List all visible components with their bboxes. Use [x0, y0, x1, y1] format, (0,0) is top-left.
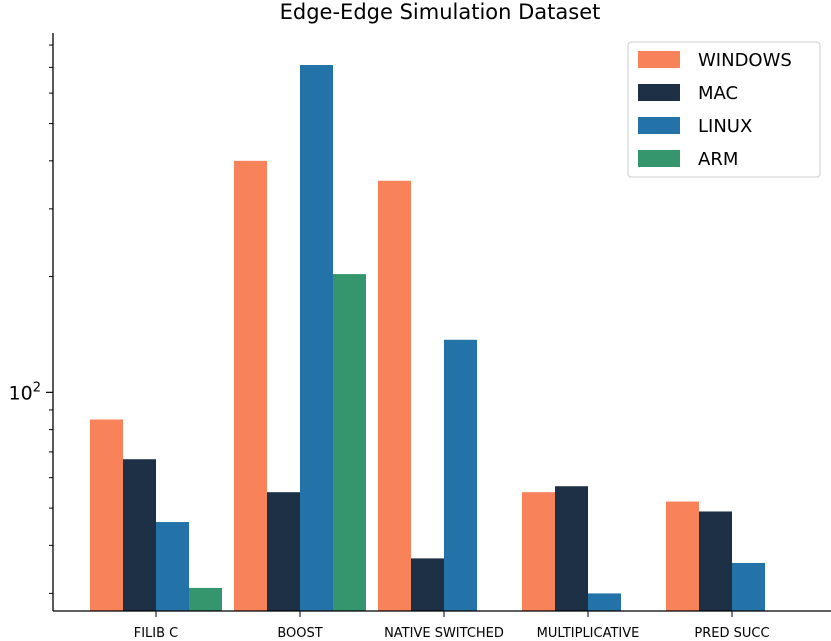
bar-windows-native-switched	[378, 180, 411, 611]
bar-linux-boost	[300, 65, 333, 611]
legend-label-arm: ARM	[698, 149, 738, 170]
legend-items: WINDOWS MAC LINUX ARM	[638, 50, 792, 170]
bar-linux-filib-c	[156, 522, 189, 611]
legend-label-windows: WINDOWS	[698, 50, 792, 71]
x-tick-label-filib-c: FILIB C	[134, 626, 179, 641]
bar-linux-multiplicative	[588, 593, 621, 611]
x-tick-label-multiplicative: MULTIPLICATIVE	[537, 626, 640, 641]
bar-mac-boost	[267, 492, 300, 611]
bar-mac-multiplicative	[555, 486, 588, 611]
y-tick-label: 102	[9, 380, 41, 404]
axes-layer	[52, 33, 831, 612]
x-tick-label-pred-succ: PRED SUCC	[694, 626, 769, 641]
bar-mac-filib-c	[123, 459, 156, 611]
bar-linux-native-switched	[444, 339, 477, 611]
bar-arm-filib-c	[189, 587, 222, 611]
legend-swatch-windows	[638, 51, 680, 68]
bar-windows-filib-c	[90, 419, 123, 611]
legend: WINDOWS MAC LINUX ARM	[627, 41, 821, 178]
legend-swatch-mac	[638, 84, 680, 101]
legend-label-linux: LINUX	[698, 116, 752, 137]
bar-mac-pred-succ	[699, 511, 732, 611]
legend-swatch-linux	[638, 117, 680, 134]
bar-windows-pred-succ	[666, 501, 699, 611]
bar-linux-pred-succ	[732, 562, 765, 611]
bar-mac-native-switched	[411, 558, 444, 611]
chart-title: Edge-Edge Simulation Dataset	[280, 0, 601, 24]
legend-swatch-arm	[638, 150, 680, 167]
bar-windows-boost	[234, 160, 267, 612]
bar-arm-boost	[333, 274, 366, 611]
legend-label-mac: MAC	[698, 83, 738, 104]
bar-windows-multiplicative	[522, 492, 555, 611]
x-tick-label-boost: BOOST	[277, 626, 322, 641]
ticks-layer: 102	[9, 44, 733, 617]
bars-layer	[90, 65, 765, 612]
x-tick-labels: FILIB C BOOST NATIVE SWITCHED MULTIPLICATIV…	[134, 626, 770, 641]
x-tick-label-native-switched: NATIVE SWITCHED	[384, 626, 504, 641]
legend-frame	[627, 41, 821, 178]
